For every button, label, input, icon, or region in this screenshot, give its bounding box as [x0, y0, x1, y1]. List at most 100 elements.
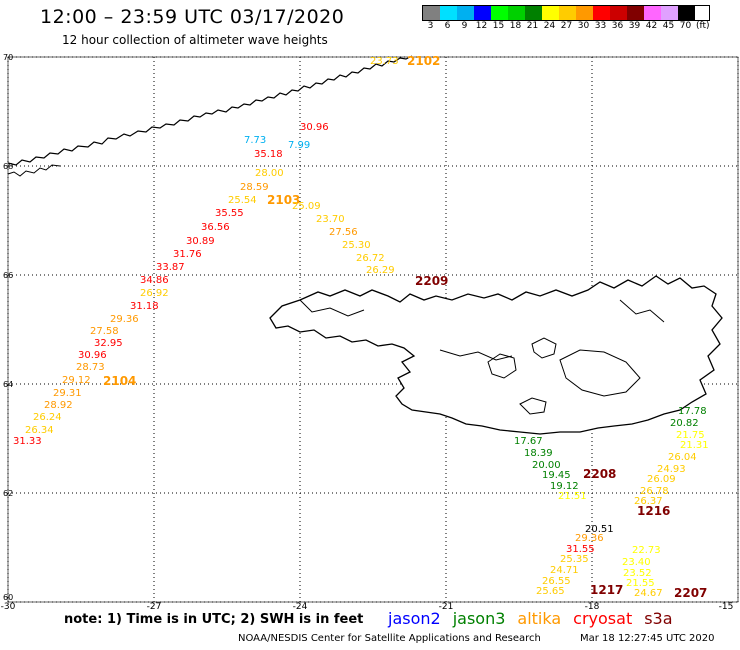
legend-swatch: [576, 6, 593, 20]
latitude-tick-label: 68: [3, 162, 13, 171]
wave-height-label: 36.56: [201, 222, 230, 233]
legend-swatch: [525, 6, 542, 20]
legend-label: 42: [645, 21, 658, 31]
wave-height-label: 26.92: [140, 288, 169, 299]
legend-label: 3: [427, 21, 434, 31]
wave-height-label: 22.73: [632, 545, 661, 556]
legend-swatch: [457, 6, 474, 20]
longitude-tick-label: -27: [147, 602, 162, 612]
wave-height-label: 29.12: [62, 375, 91, 386]
longitude-tick-label: -18: [585, 602, 600, 612]
wave-height-label: 27.58: [90, 326, 119, 337]
longitude-tick-label: -15: [719, 602, 734, 612]
wave-height-label: 29.36: [575, 533, 604, 544]
pass-time-label: 1217: [590, 583, 623, 597]
wave-height-label: 17.67: [514, 436, 543, 447]
wave-height-label: 26.09: [647, 474, 676, 485]
satellite-name-s3a: s3a: [644, 609, 673, 628]
iceland-fjord-3: [619, 299, 665, 323]
legend-label: 39: [628, 21, 641, 31]
pass-time-label: 2104: [103, 374, 136, 388]
footer-note: note: 1) Time is in UTC; 2) SWH is in fe…: [64, 612, 364, 627]
wave-height-label: 31.33: [13, 436, 42, 447]
wave-height-label: 24.67: [634, 588, 663, 599]
wave-height-label: 20.51: [585, 524, 614, 535]
map-subtitle: 12 hour collection of altimeter wave hei…: [62, 33, 328, 47]
wave-height-label: 31.18: [130, 301, 159, 312]
wave-height-label: 24.71: [550, 565, 579, 576]
credit-line: NOAA/NESDIS Center for Satellite Applica…: [238, 633, 541, 644]
wave-height-label: 23.73: [370, 56, 399, 67]
wave-height-label: 25.54: [228, 195, 257, 206]
wave-height-label: 29.31: [53, 388, 82, 399]
legend-swatch: [610, 6, 627, 20]
satellite-name-altika: altika: [517, 609, 562, 628]
longitude-tick-label: -24: [293, 602, 308, 612]
wave-height-label: 25.09: [292, 201, 321, 212]
wave-height-label: 30.89: [186, 236, 215, 247]
legend-swatch: [508, 6, 525, 20]
satellite-name-jason3: jason3: [452, 609, 506, 628]
wave-height-label: 34.86: [140, 275, 169, 286]
legend-label: 18: [509, 21, 522, 31]
pass-time-label: 1216: [637, 504, 670, 518]
wave-height-label: 21.75: [676, 430, 705, 441]
wave-height-label: 19.45: [542, 470, 571, 481]
legend-label: 33: [594, 21, 607, 31]
legend-labels: 3 6 9 12 15 18 21 24 27 30 33 36 39 42 45 70 (ft): [422, 21, 710, 31]
legend-label: 70: [679, 21, 692, 31]
wave-height-label: 28.59: [240, 182, 269, 193]
legend-swatch: [593, 6, 610, 20]
wave-height-label: 25.35: [560, 554, 589, 565]
wave-height-label: 31.55: [566, 544, 595, 555]
color-legend: 3 6 9 12 15 18 21 24 27 30 33 36 39 42 45 70 (ft): [422, 5, 710, 31]
wave-height-label: 19.12: [550, 481, 579, 492]
wave-height-label: 26.78: [640, 486, 669, 497]
wave-height-label: 18.39: [524, 448, 553, 459]
wave-height-label: 25.65: [536, 586, 565, 597]
legend-label: 6: [444, 21, 451, 31]
wave-height-label: 32.95: [94, 338, 123, 349]
pass-time-label: 2207: [674, 586, 707, 600]
wave-height-label: 23.40: [622, 557, 651, 568]
wave-height-label: 28.73: [76, 362, 105, 373]
legend-label: 27: [560, 21, 573, 31]
iceland-glacier-vatnajokull: [559, 349, 641, 397]
observation-labels: 23.73 2102 30.96 7.73 7.99 35.18 28.00 28.59 25.…: [13, 54, 709, 600]
wave-height-label: 35.18: [254, 149, 283, 160]
wave-height-label: 29.36: [110, 314, 139, 325]
legend-swatches: [422, 5, 710, 21]
satellite-name-cryosat: cryosat: [573, 609, 633, 628]
iceland-glacier-langjokull: [487, 353, 517, 379]
legend-swatch: [491, 6, 508, 20]
pass-time-label: 2103: [267, 193, 300, 207]
legend-swatch: [559, 6, 576, 20]
wave-height-label: 26.34: [25, 425, 54, 436]
wave-height-label: 7.99: [288, 140, 310, 151]
legend-swatch: [474, 6, 491, 20]
iceland-outline: [269, 275, 723, 435]
legend-unit: (ft): [696, 21, 710, 31]
wave-height-label: 30.96: [78, 350, 107, 361]
latitude-tick-label: 70: [3, 53, 13, 62]
wave-height-label: 26.72: [356, 253, 385, 264]
greenland-coastline-inner: [7, 164, 61, 177]
wave-height-label: 24.93: [657, 464, 686, 475]
wave-height-label: 25.30: [342, 240, 371, 251]
wave-height-label: 26.04: [668, 452, 697, 463]
legend-swatch: [661, 6, 678, 20]
latitude-tick-label: 66: [3, 271, 13, 280]
legend-swatch: [627, 6, 644, 20]
wave-height-label: 20.00: [532, 460, 561, 471]
pass-time-label: 2208: [583, 467, 616, 481]
legend-label: 45: [662, 21, 675, 31]
wave-height-label: 28.00: [255, 168, 284, 179]
longitude-tick-label: -30: [1, 602, 16, 612]
legend-label: 24: [543, 21, 556, 31]
wave-height-label: 26.24: [33, 412, 62, 423]
satellite-name-jason2: jason2: [388, 609, 441, 628]
wave-height-label: 17.78: [678, 406, 707, 417]
wave-height-label: 28.92: [44, 400, 73, 411]
wave-height-label: 21.55: [626, 578, 655, 589]
